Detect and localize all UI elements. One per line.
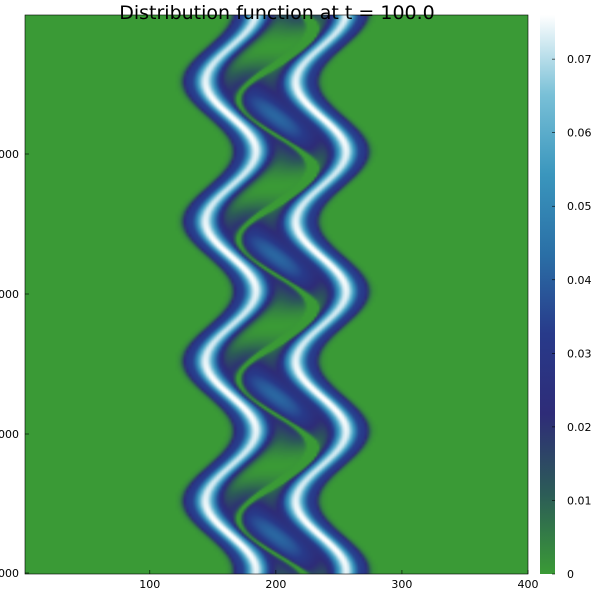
x-axis: 100 200 300 400 bbox=[139, 570, 539, 591]
y-axis: 000 000 000 000 bbox=[0, 148, 29, 580]
colorbar-tick-label: 0.05 bbox=[567, 200, 592, 213]
plot-frame bbox=[24, 14, 529, 575]
y-tick-label: 000 bbox=[0, 288, 19, 301]
colorbar-tick-label: 0 bbox=[567, 568, 574, 581]
colorbar-ticks: 0 0.01 0.02 0.03 0.04 0.05 0.06 0.07 bbox=[552, 53, 592, 581]
x-tick-label: 400 bbox=[518, 578, 539, 591]
chart-title: Distribution function at t = 100.0 bbox=[119, 2, 435, 24]
colorbar-tick-label: 0.02 bbox=[567, 421, 592, 434]
y-tick-label: 000 bbox=[0, 567, 19, 580]
x-tick-label: 200 bbox=[265, 578, 286, 591]
x-tick-label: 100 bbox=[139, 578, 160, 591]
colorbar-tick-label: 0.01 bbox=[567, 494, 592, 507]
heatmap-layer bbox=[25, 15, 528, 574]
heatmap-image bbox=[25, 15, 528, 574]
y-tick-label: 000 bbox=[0, 428, 19, 441]
y-tick-label: 000 bbox=[0, 148, 19, 161]
x-tick-label: 300 bbox=[391, 578, 412, 591]
colorbar bbox=[540, 15, 555, 574]
colorbar-tick-label: 0.03 bbox=[567, 347, 592, 360]
colorbar-tick-label: 0.04 bbox=[567, 274, 592, 287]
colorbar-tick-label: 0.07 bbox=[567, 53, 592, 66]
colorbar-tick-label: 0.06 bbox=[567, 127, 592, 140]
